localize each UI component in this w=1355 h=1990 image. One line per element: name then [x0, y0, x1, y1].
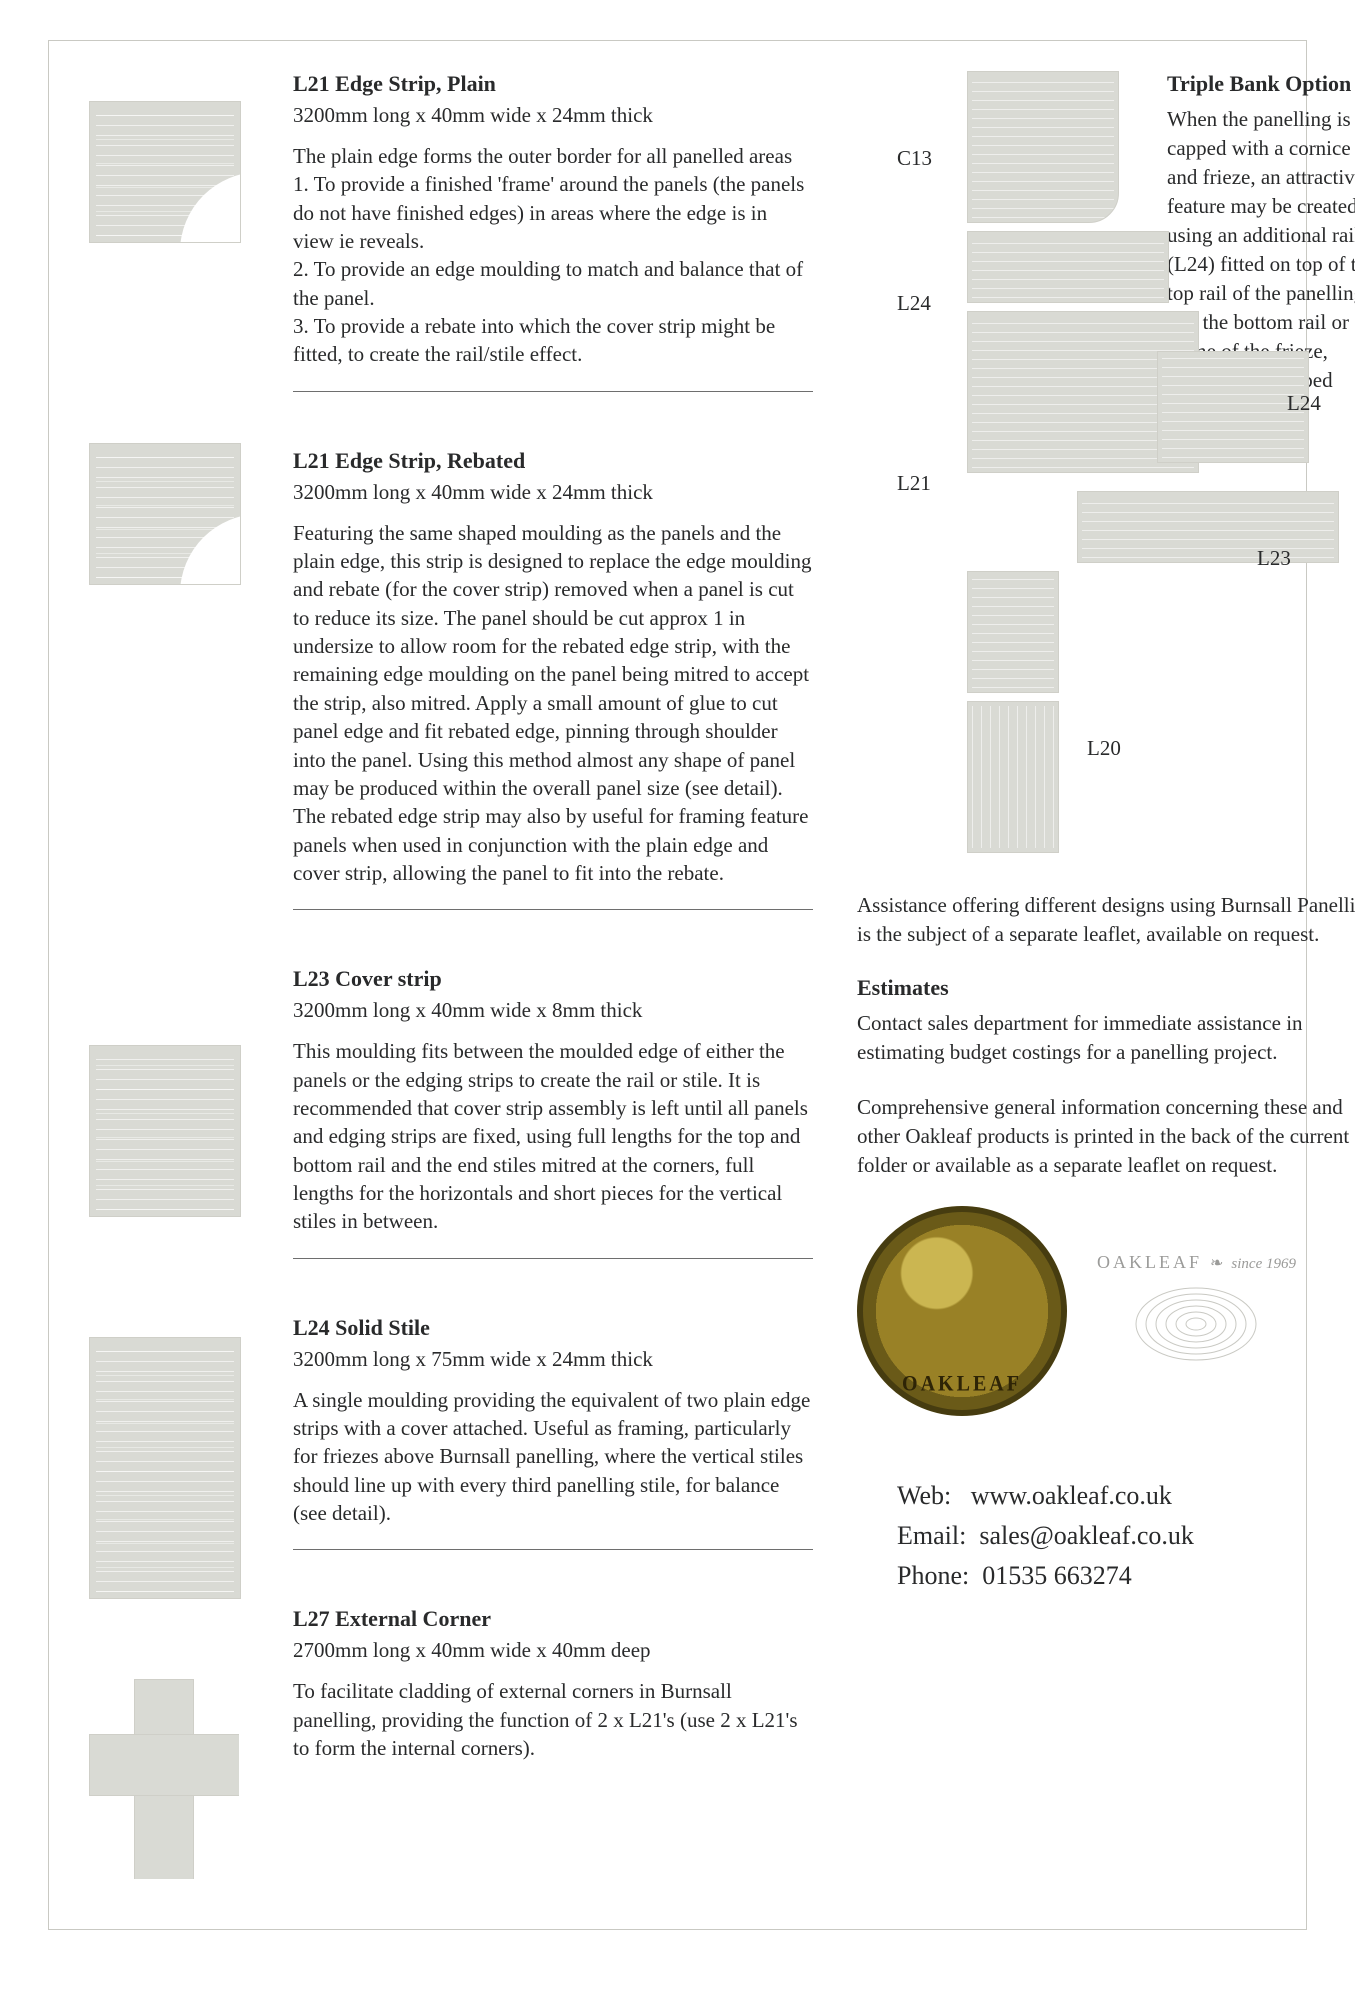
diagram-label-c13: C13 [897, 146, 932, 171]
contact-phone: Phone: 01535 663274 [897, 1556, 1355, 1596]
contact-phone-value[interactable]: 01535 663274 [982, 1561, 1132, 1590]
general-info-text: Comprehensive general information concer… [857, 1093, 1355, 1180]
divider [293, 1258, 813, 1259]
product-l21-plain: L21 Edge Strip, Plain 3200mm long x 40mm… [293, 71, 813, 420]
contact-web-value[interactable]: www.oakleaf.co.uk [971, 1481, 1172, 1510]
tree-rings-icon [1126, 1279, 1266, 1369]
estimates-block: Estimates Contact sales department for i… [857, 975, 1355, 1067]
brand-name: OAKLEAF [1097, 1252, 1202, 1272]
brand-mark: OAKLEAF ❧ since 1969 [1097, 1252, 1296, 1369]
product-dims: 3200mm long x 40mm wide x 24mm thick [293, 103, 813, 128]
product-body: A single moulding providing the equivale… [293, 1386, 813, 1528]
contact-block: Web: www.oakleaf.co.uk Email: sales@oakl… [857, 1476, 1355, 1597]
contact-web: Web: www.oakleaf.co.uk [897, 1476, 1355, 1516]
diagram-label-l24a: L24 [897, 291, 931, 316]
contact-email-label: Email: [897, 1521, 966, 1550]
section-diagram: C13 L24 L21 L24 L23 L20 [857, 71, 1147, 851]
page-frame: L21 Edge Strip, Plain 3200mm long x 40mm… [48, 40, 1307, 1930]
product-title: L21 Edge Strip, Rebated [293, 448, 813, 474]
divider [293, 391, 813, 392]
product-title: L27 External Corner [293, 1606, 813, 1632]
center-column: L21 Edge Strip, Plain 3200mm long x 40mm… [293, 71, 813, 1879]
product-l21-rebated: L21 Edge Strip, Rebated 3200mm long x 40… [293, 448, 813, 938]
thumb-l23-cover [89, 1045, 241, 1217]
divider [293, 909, 813, 910]
product-body: To facilitate cladding of external corne… [293, 1677, 813, 1762]
thumb-l21-plain [89, 101, 241, 243]
page-sheet: L21 Edge Strip, Plain 3200mm long x 40mm… [0, 0, 1355, 1990]
brand-row: OAKLEAF ❧ since 1969 [857, 1206, 1355, 1416]
estimates-title: Estimates [857, 975, 1355, 1001]
product-dims: 2700mm long x 40mm wide x 40mm deep [293, 1638, 813, 1663]
illustration-column [89, 71, 249, 1879]
diagram-label-l23: L23 [1257, 546, 1291, 571]
thumb-l24-stile [89, 1337, 241, 1599]
main-columns: L21 Edge Strip, Plain 3200mm long x 40mm… [89, 71, 1266, 1879]
diagram-label-l20: L20 [1087, 736, 1121, 761]
product-l24: L24 Solid Stile 3200mm long x 75mm wide … [293, 1315, 813, 1579]
product-dims: 3200mm long x 75mm wide x 24mm thick [293, 1347, 813, 1372]
contact-email-value[interactable]: sales@oakleaf.co.uk [979, 1521, 1194, 1550]
triple-bank-title: Triple Bank Option [1167, 71, 1355, 97]
diagram-label-l21: L21 [897, 471, 931, 496]
thumb-l27-corner [89, 1679, 239, 1879]
product-dims: 3200mm long x 40mm wide x 8mm thick [293, 998, 813, 1023]
product-body: Featuring the same shaped moulding as th… [293, 519, 813, 887]
right-column: C13 L24 L21 L24 L23 L20 Triple Bank Opti… [857, 71, 1355, 1879]
product-title: L23 Cover strip [293, 966, 813, 992]
triple-bank-text: Triple Bank Option When the panelling is… [1167, 71, 1355, 881]
product-body: This moulding fits between the moulded e… [293, 1037, 813, 1235]
leaf-icon: ❧ [1206, 1255, 1227, 1272]
product-l23: L23 Cover strip 3200mm long x 40mm wide … [293, 966, 813, 1286]
diagram-label-l24b: L24 [1287, 391, 1321, 416]
contact-web-label: Web: [897, 1481, 951, 1510]
contact-phone-label: Phone: [897, 1561, 969, 1590]
product-l27: L27 External Corner 2700mm long x 40mm w… [293, 1606, 813, 1762]
oakleaf-seal-icon [857, 1206, 1067, 1416]
brand-since: since 1969 [1231, 1256, 1296, 1272]
estimates-body: Contact sales department for immediate a… [857, 1009, 1355, 1067]
divider [293, 1549, 813, 1550]
thumb-l21-rebated [89, 443, 241, 585]
product-title: L24 Solid Stile [293, 1315, 813, 1341]
product-title: L21 Edge Strip, Plain [293, 71, 813, 97]
product-body: The plain edge forms the outer border fo… [293, 142, 813, 369]
product-dims: 3200mm long x 40mm wide x 24mm thick [293, 480, 813, 505]
assistance-text: Assistance offering different designs us… [857, 891, 1355, 949]
contact-email: Email: sales@oakleaf.co.uk [897, 1516, 1355, 1556]
triple-bank-row: C13 L24 L21 L24 L23 L20 Triple Bank Opti… [857, 71, 1355, 881]
